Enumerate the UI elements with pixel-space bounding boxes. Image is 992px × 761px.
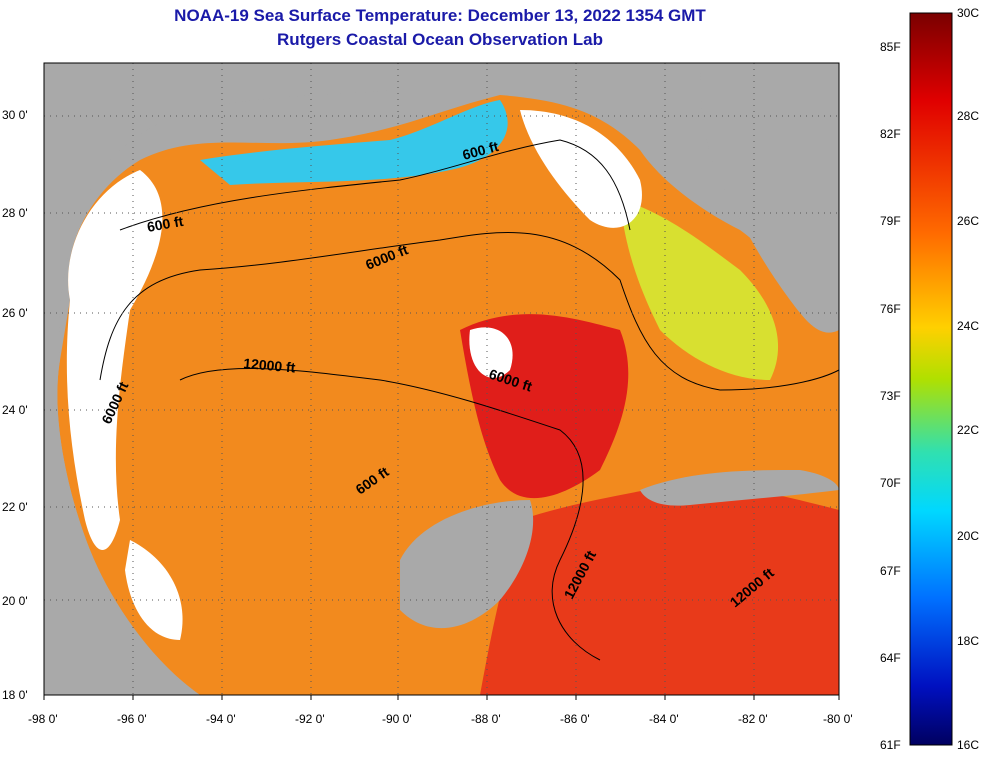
- x-tick-label: -82 0': [738, 712, 768, 726]
- y-tick-label: 26 0': [2, 306, 28, 320]
- contour-label: 600 ft: [146, 213, 185, 235]
- florida-shelf-cool: [620, 200, 779, 380]
- y-tick-label: 30 0': [2, 108, 28, 122]
- y-tick-label: 18 0': [2, 688, 28, 702]
- axis-ticks: [43, 695, 840, 700]
- colorbar-f-label: 67F: [880, 564, 901, 578]
- y-tick-label: 22 0': [2, 500, 28, 514]
- x-tick-label: -88 0': [471, 712, 501, 726]
- colorbar-c-label: 24C: [957, 319, 980, 333]
- map-title: NOAA-19 Sea Surface Temperature: Decembe…: [174, 6, 706, 25]
- colorbar-f-label: 61F: [880, 738, 901, 752]
- colorbar-f-label: 70F: [880, 476, 901, 490]
- colorbar-f-label: 79F: [880, 214, 901, 228]
- colorbar-f-label: 85F: [880, 40, 901, 54]
- x-tick-label: -96 0': [117, 712, 147, 726]
- x-tick-label: -90 0': [382, 712, 412, 726]
- colorbar-c-label: 26C: [957, 214, 980, 228]
- y-tick-label: 28 0': [2, 206, 28, 220]
- x-tick-label: -86 0': [560, 712, 590, 726]
- x-tick-label: -80 0': [823, 712, 853, 726]
- florida-peninsula: [700, 63, 839, 333]
- yucatan-peninsula: [400, 500, 534, 629]
- map-frame: [43, 62, 840, 696]
- x-tick-label: -84 0': [649, 712, 679, 726]
- colorbar-c-label: 16C: [957, 738, 980, 752]
- colorbar-f-label: 76F: [880, 302, 901, 316]
- cloud-cover: [469, 327, 513, 378]
- colorbar-c-label: 22C: [957, 423, 980, 437]
- northern-shelf-cool: [200, 100, 508, 185]
- mexico-coast: [44, 63, 400, 695]
- x-tick-label: -98 0': [28, 712, 58, 726]
- cloud-cover: [66, 170, 163, 550]
- depth-contours: [99, 139, 840, 661]
- x-tick-label: -94 0': [206, 712, 236, 726]
- map-subtitle: Rutgers Coastal Ocean Observation Lab: [277, 30, 603, 49]
- y-tick-label: 24 0': [2, 403, 28, 417]
- colorbar-f-label: 82F: [880, 127, 901, 141]
- cuba: [640, 470, 839, 506]
- colorbar-c-label: 18C: [957, 634, 980, 648]
- lat-lon-grid: [44, 63, 839, 695]
- cloud-cover: [125, 540, 183, 640]
- colorbar-f-label: 64F: [880, 651, 901, 665]
- colorbar-c-label: 28C: [957, 109, 980, 123]
- colorbar-c-label: 30C: [957, 6, 980, 20]
- y-tick-label: 20 0': [2, 594, 28, 608]
- colorbar: [909, 12, 953, 746]
- colorbar-c-label: 20C: [957, 529, 980, 543]
- cloud-cover: [520, 110, 642, 228]
- caribbean-water: [480, 480, 839, 695]
- contour-label: 12000 ft: [243, 355, 297, 376]
- x-tick-label: -92 0': [295, 712, 325, 726]
- colorbar-f-label: 73F: [880, 389, 901, 403]
